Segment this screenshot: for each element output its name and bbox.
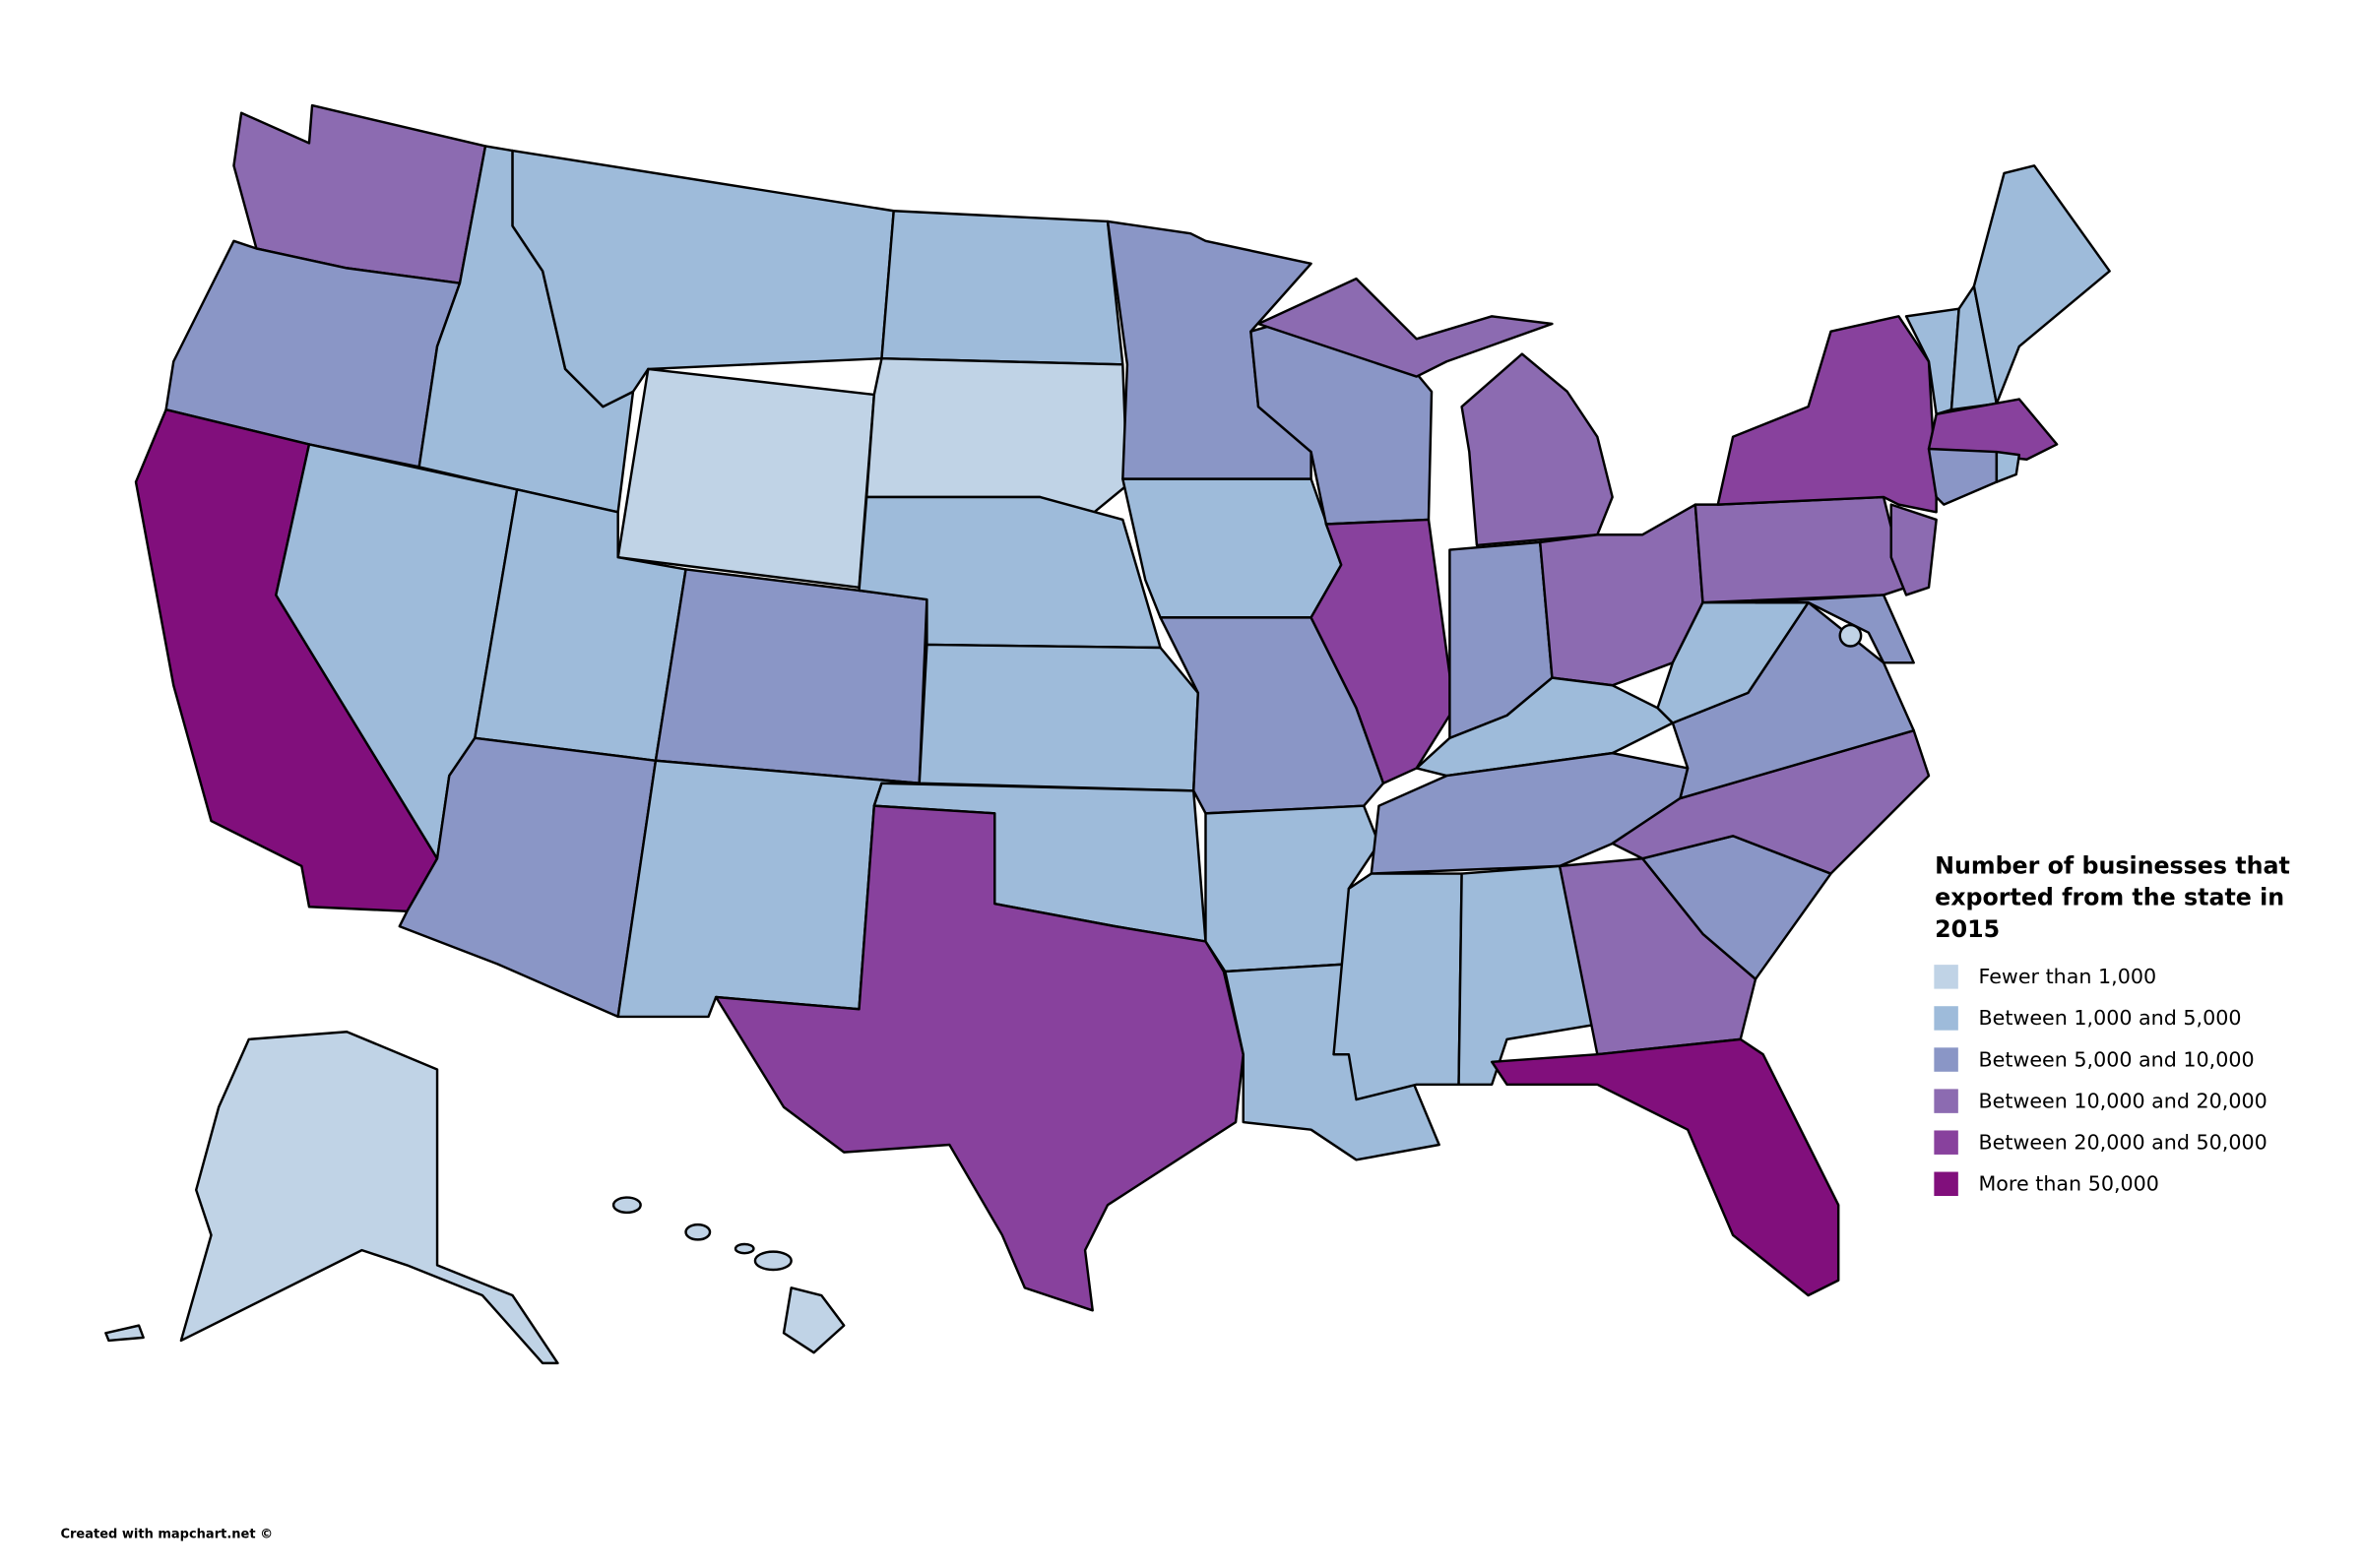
legend-title: Number of businesses that exported from … [1935,852,2290,943]
state [1889,503,1938,596]
state [782,1286,846,1354]
state [753,1250,793,1272]
state [880,210,1124,366]
state [1716,315,1938,514]
state [1460,352,1614,547]
state [654,568,928,784]
legend-label: Between 20,000 and 50,000 [1979,1130,2267,1154]
legend-swatch [1932,1004,1960,1033]
legend-swatch [1932,1170,1960,1198]
state [1927,398,2059,461]
state [1754,594,1915,664]
legend-label: Fewer than 1,000 [1979,965,2157,988]
state [104,1324,145,1343]
legend-swatch [1932,963,1960,991]
state [918,643,1200,792]
state [611,1196,642,1215]
legend: Fewer than 1,000 Between 1,000 and 5,000 B… [1932,963,2267,1198]
state [1121,477,1343,619]
legend-label: Between 5,000 and 10,000 [1979,1047,2255,1071]
state [1693,495,1908,604]
legend-label: More than 50,000 [1979,1172,2159,1196]
legend-label: Between 1,000 and 5,000 [1979,1006,2242,1030]
legend-swatch [1932,1087,1960,1115]
state [1995,450,2021,483]
state [616,367,876,590]
state [1838,623,1863,648]
state [684,1223,712,1241]
legend-label: Between 10,000 and 20,000 [1979,1089,2267,1112]
state [179,1031,559,1365]
state [734,1242,755,1255]
legend-swatch [1932,1045,1960,1074]
state [714,804,1245,1312]
states [104,103,2111,1365]
state [1256,277,1554,378]
legend-title-box: Number of businesses that exported from … [1935,852,2290,943]
state [511,149,895,408]
state [1972,164,2111,406]
credit: Created with mapchart.net © [60,1527,273,1541]
state [1309,518,1456,784]
state [864,356,1129,522]
legend-swatch [1932,1128,1960,1157]
state [1491,1037,1840,1297]
state [1332,872,1463,1101]
state [1927,447,1999,506]
